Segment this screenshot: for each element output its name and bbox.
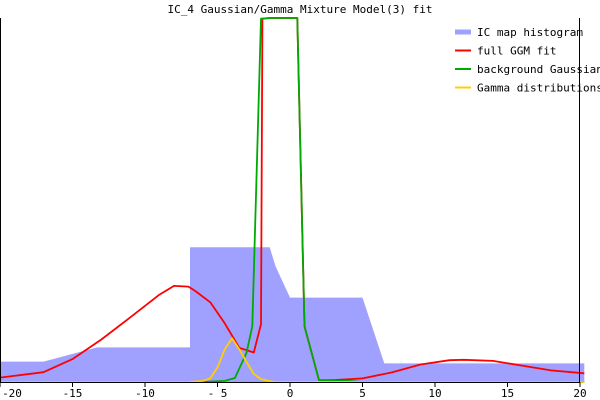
legend-label: IC map histogram: [477, 26, 583, 39]
legend-label: background Gaussian: [477, 63, 600, 76]
x-tick-label: - 5: [208, 387, 228, 400]
series-background-gaussian: [0, 17, 585, 383]
series-ic-map-histogram: [0, 247, 585, 382]
x-tick-label: 5: [359, 387, 366, 400]
axes: -20 -15 -10 - 5 0 5 10 15 20: [0, 18, 587, 400]
x-tick-label: 0: [287, 387, 294, 400]
legend: IC map histogram full GGM fit background G…: [455, 26, 600, 95]
x-tick-label: 10: [428, 387, 441, 400]
x-tick-label: -15: [63, 387, 83, 400]
x-tick-label: 20: [573, 387, 586, 400]
x-tick-label: -10: [135, 387, 155, 400]
chart-title: IC_4 Gaussian/Gamma Mixture Model(3) fit: [168, 3, 433, 16]
legend-label: full GGM fit: [477, 45, 556, 58]
x-tick-label: 15: [501, 387, 514, 400]
x-tick-label: -20: [2, 387, 22, 400]
legend-label: Gamma distributions: [477, 82, 600, 95]
